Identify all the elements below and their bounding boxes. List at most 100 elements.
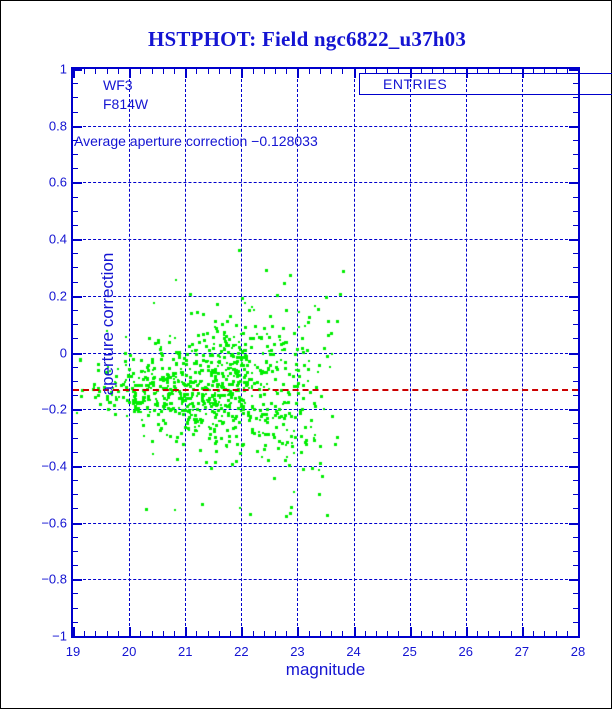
y-tick-minor bbox=[73, 196, 78, 198]
stats-box: ENTRIES 894 bbox=[359, 73, 612, 95]
y2-tick-minor bbox=[573, 196, 578, 198]
x-tick-minor bbox=[106, 631, 108, 636]
y-tick-minor bbox=[73, 224, 78, 226]
x-tick-major bbox=[185, 627, 188, 636]
y-tick-minor bbox=[73, 366, 78, 368]
x-tick-minor bbox=[230, 631, 232, 636]
x-tick-major bbox=[297, 627, 300, 636]
x-tick-label: 21 bbox=[177, 644, 193, 659]
y2-tick-major bbox=[569, 636, 578, 638]
x-tick-major bbox=[241, 627, 244, 636]
x2-tick-minor bbox=[477, 69, 478, 74]
y-tick-major bbox=[73, 295, 82, 298]
average-correction-line bbox=[73, 388, 578, 391]
x-tick-minor bbox=[420, 631, 422, 636]
x2-tick-minor bbox=[510, 69, 512, 74]
y-tick-minor bbox=[73, 111, 78, 113]
x2-tick-major bbox=[129, 69, 132, 78]
y2-tick-major bbox=[569, 69, 578, 71]
x-tick-minor bbox=[488, 631, 490, 636]
y-tick-minor bbox=[73, 565, 78, 567]
x-tick-label: 20 bbox=[121, 644, 137, 659]
x2-tick-minor bbox=[420, 69, 422, 74]
y2-tick-minor bbox=[573, 508, 578, 510]
x2-tick-minor bbox=[432, 69, 434, 74]
annotation-filter: F814W bbox=[103, 96, 149, 112]
x-tick-minor bbox=[443, 631, 445, 636]
x2-tick-minor bbox=[275, 69, 276, 74]
y2-tick-minor bbox=[573, 480, 578, 482]
x2-tick-minor bbox=[162, 69, 164, 74]
x2-tick-minor bbox=[140, 69, 142, 74]
x-tick-minor bbox=[364, 631, 366, 636]
plot-area bbox=[73, 69, 578, 636]
y2-tick-minor bbox=[573, 83, 578, 85]
y2-tick-minor bbox=[573, 380, 578, 382]
y2-tick-major bbox=[569, 125, 578, 128]
x2-tick-minor bbox=[364, 69, 366, 74]
y2-tick-major bbox=[569, 409, 578, 412]
x2-tick-major bbox=[297, 69, 300, 78]
y-tick-minor bbox=[73, 281, 78, 283]
y-tick-label: 0.6 bbox=[48, 174, 67, 190]
x-tick-label: 27 bbox=[514, 644, 530, 659]
x2-tick-minor bbox=[263, 69, 265, 74]
x-tick-minor bbox=[207, 631, 209, 636]
y-tick-minor bbox=[73, 451, 78, 453]
x-tick-major bbox=[578, 627, 580, 636]
y-tick-minor bbox=[73, 395, 78, 397]
x-tick-minor bbox=[331, 631, 333, 636]
x-tick-minor bbox=[398, 631, 400, 636]
y2-tick-minor bbox=[573, 210, 578, 212]
x2-tick-minor bbox=[106, 69, 108, 74]
x-tick-label: 19 bbox=[65, 644, 81, 659]
x2-tick-minor bbox=[398, 69, 400, 74]
x-tick-major bbox=[129, 627, 132, 636]
x2-tick-minor bbox=[84, 69, 86, 74]
x-tick-minor bbox=[533, 631, 535, 636]
y2-tick-minor bbox=[573, 338, 578, 340]
x2-tick-minor bbox=[308, 69, 310, 74]
x2-tick-minor bbox=[230, 69, 232, 74]
x2-tick-major bbox=[241, 69, 244, 78]
x2-tick-minor bbox=[319, 69, 321, 74]
y-tick-label: −0.6 bbox=[41, 515, 67, 531]
x-tick-major bbox=[465, 627, 468, 636]
y-tick-label: −0.8 bbox=[41, 571, 67, 587]
x-tick-label: 24 bbox=[346, 644, 361, 659]
x-tick-minor bbox=[308, 631, 310, 636]
x2-tick-minor bbox=[286, 69, 288, 74]
y-tick-major bbox=[73, 465, 82, 468]
x2-tick-minor bbox=[207, 69, 209, 74]
y2-tick-minor bbox=[573, 593, 578, 595]
x2-tick-minor bbox=[252, 69, 254, 74]
y2-tick-minor bbox=[573, 494, 578, 496]
stats-entries-label: ENTRIES bbox=[383, 76, 448, 92]
page-title: HSTPHOT: Field ngc6822_u37h03 bbox=[147, 27, 467, 51]
x-tick-minor bbox=[477, 631, 478, 636]
x-tick-minor bbox=[117, 631, 119, 636]
y2-tick-major bbox=[569, 579, 578, 582]
y2-tick-minor bbox=[573, 366, 578, 368]
y2-tick-major bbox=[569, 295, 578, 298]
y2-tick-minor bbox=[573, 224, 578, 226]
x-tick-minor bbox=[84, 631, 86, 636]
y-tick-minor bbox=[73, 97, 78, 99]
y-tick-minor bbox=[73, 536, 78, 538]
y-tick-minor bbox=[73, 593, 78, 595]
x-tick-minor bbox=[218, 631, 220, 636]
x-tick-minor bbox=[263, 631, 265, 636]
x-tick-minor bbox=[376, 631, 377, 636]
y-tick-minor bbox=[73, 480, 78, 482]
x2-tick-minor bbox=[443, 69, 445, 74]
x-tick-minor bbox=[151, 631, 153, 636]
y-tick-major bbox=[73, 409, 82, 412]
x2-tick-major bbox=[353, 69, 356, 78]
y2-tick-major bbox=[569, 522, 578, 525]
y-tick-major bbox=[73, 352, 82, 355]
x-tick-label: 22 bbox=[234, 644, 249, 659]
y-tick-minor bbox=[73, 494, 78, 496]
y-tick-minor bbox=[73, 423, 78, 425]
x-tick-minor bbox=[95, 631, 97, 636]
y-tick-label: −0.2 bbox=[41, 401, 67, 417]
